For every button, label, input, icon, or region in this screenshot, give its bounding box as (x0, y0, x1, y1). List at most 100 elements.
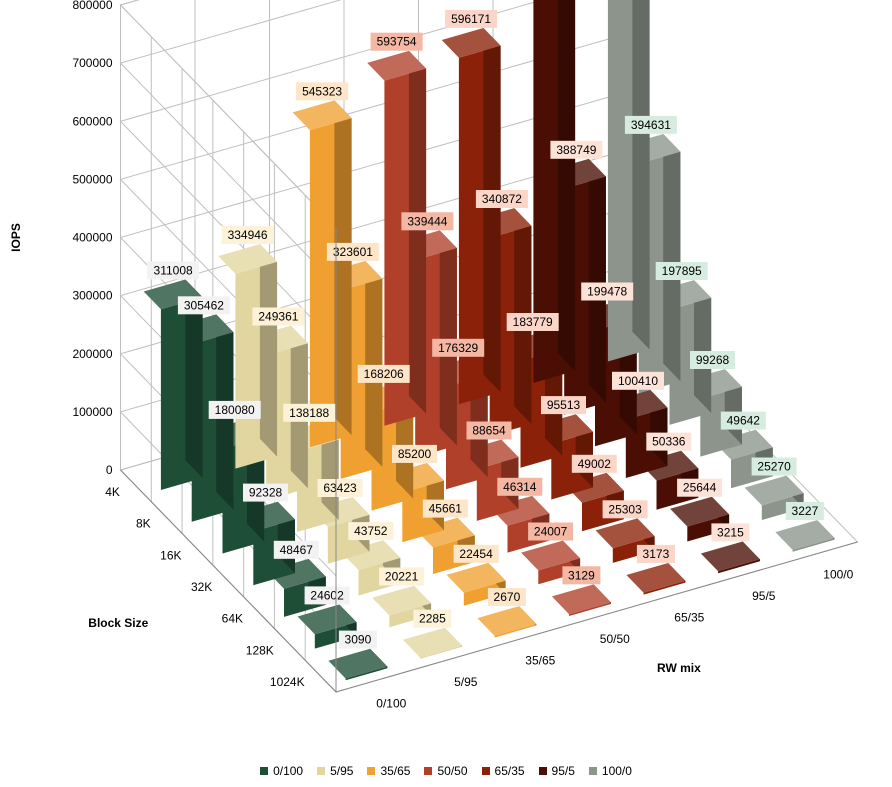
bar-top-face (775, 520, 835, 550)
data-label: 138188 (283, 403, 336, 422)
data-label: 99268 (690, 351, 735, 369)
legend-swatch (481, 767, 490, 775)
bar-65-35-1024K (626, 563, 686, 595)
data-label-text: 2285 (419, 612, 446, 626)
data-label-text: 43752 (354, 524, 388, 538)
rw-mix-axis-title: RW mix (657, 661, 701, 675)
data-label-box (177, 296, 230, 315)
data-label: 593754 (370, 32, 423, 51)
data-label-box (562, 566, 601, 585)
data-label-box (506, 313, 559, 331)
data-label: 2285 (413, 609, 452, 628)
bar-top-face (143, 279, 203, 310)
bar-top-face (595, 518, 655, 549)
bar-top-face (328, 648, 388, 679)
legend-swatch (260, 767, 269, 775)
rw-mix-tick-label: 100/0 (823, 568, 853, 582)
data-label: 197895 (655, 262, 708, 280)
bar-top-face (367, 50, 427, 81)
rw-mix-tick-label: 35/65 (525, 653, 555, 667)
legend-item: 50/50 (424, 764, 468, 778)
data-label: 596171 (445, 9, 498, 28)
data-label-box (357, 364, 410, 383)
bar-top-face (446, 562, 506, 593)
bar-35-65-4K (292, 100, 352, 448)
legend-label: 35/65 (380, 764, 411, 778)
bar-50-50-4K (367, 50, 427, 426)
data-label-text: 334946 (228, 228, 268, 242)
data-label-box (445, 9, 498, 28)
data-label-box (720, 411, 766, 430)
data-label-box (550, 140, 603, 159)
data-label: 545323 (296, 82, 349, 101)
bar-5-95-1024K (402, 627, 462, 659)
data-label-text: 394631 (631, 118, 671, 132)
bar-side-face (259, 244, 278, 457)
data-label: 199478 (581, 282, 634, 301)
legend-item: 100/0 (588, 764, 632, 778)
data-label-text: 596171 (451, 12, 491, 26)
data-label-text: 199478 (587, 285, 627, 299)
bar-top-face (372, 585, 432, 616)
bar-side-face (483, 28, 501, 393)
data-label-text: 593754 (377, 35, 417, 49)
data-label: 249361 (252, 307, 305, 326)
data-label-text: 305462 (184, 298, 224, 312)
data-label-text: 197895 (662, 264, 702, 278)
data-labels-layer: 3090 24602 2285 48467 20221 2670 92328 43752 224… (147, 9, 824, 649)
block-size-axis-line (120, 469, 337, 693)
legend: 0/100 5/95 35/65 50/50 65/35 95/5 100/0 (0, 760, 892, 782)
data-label: 100410 (612, 371, 664, 390)
data-label: 340872 (475, 190, 528, 208)
data-label-box (487, 588, 526, 606)
data-label-box (624, 115, 677, 134)
legend-label: 100/0 (601, 764, 632, 778)
y-tick-label: 200000 (72, 347, 112, 361)
bar-front-face (569, 602, 611, 616)
axes-layer: 0 100000 200000 300000 400000 500000 600000 700… (9, 0, 858, 710)
data-label-box (401, 212, 454, 231)
data-label: 45661 (422, 499, 468, 518)
bar-65-35-128K (595, 518, 655, 563)
bar-top-face (670, 496, 730, 527)
data-label-box (751, 457, 797, 476)
legend-swatch (424, 767, 433, 775)
data-label: 3215 (711, 523, 750, 542)
data-label: 25644 (677, 478, 723, 497)
data-label: 180080 (208, 400, 261, 419)
data-label-text: 2670 (494, 590, 521, 604)
y-tick-label: 700000 (72, 56, 112, 70)
bar-top-face (564, 472, 624, 503)
data-label-text: 168206 (364, 367, 404, 381)
data-label-text: 63423 (323, 481, 357, 495)
bar-front-face (792, 537, 835, 552)
data-label-text: 388749 (556, 143, 596, 157)
bar-front-face (463, 580, 506, 606)
data-label-text: 45661 (429, 502, 463, 516)
block-size-tick-label: 16K (160, 548, 181, 562)
data-label-text: 50336 (652, 435, 686, 449)
data-label: 183779 (506, 313, 559, 331)
data-label: 311008 (147, 261, 200, 280)
bar-95-5-1024K (700, 541, 760, 574)
legend-label: 65/35 (494, 764, 525, 778)
data-label-text: 323601 (333, 245, 373, 259)
data-label-box (466, 421, 512, 440)
data-label-box (326, 242, 379, 261)
data-label-box (338, 630, 377, 649)
bar-top-face (266, 558, 326, 589)
data-label-box (612, 371, 664, 390)
y-axis-title: IOPS (9, 223, 23, 252)
bar-side-face (588, 158, 606, 403)
data-label: 3173 (636, 544, 675, 563)
bar-top-face (297, 604, 357, 635)
data-label: 388749 (550, 140, 603, 159)
legend-label: 5/95 (330, 764, 354, 778)
data-label: 2670 (487, 588, 526, 606)
data-label: 168206 (357, 364, 410, 383)
bar-100-0-128K (744, 475, 804, 520)
bar-top-face (639, 450, 699, 481)
y-tick-label: 100000 (72, 405, 112, 419)
data-label: 46314 (497, 477, 543, 496)
